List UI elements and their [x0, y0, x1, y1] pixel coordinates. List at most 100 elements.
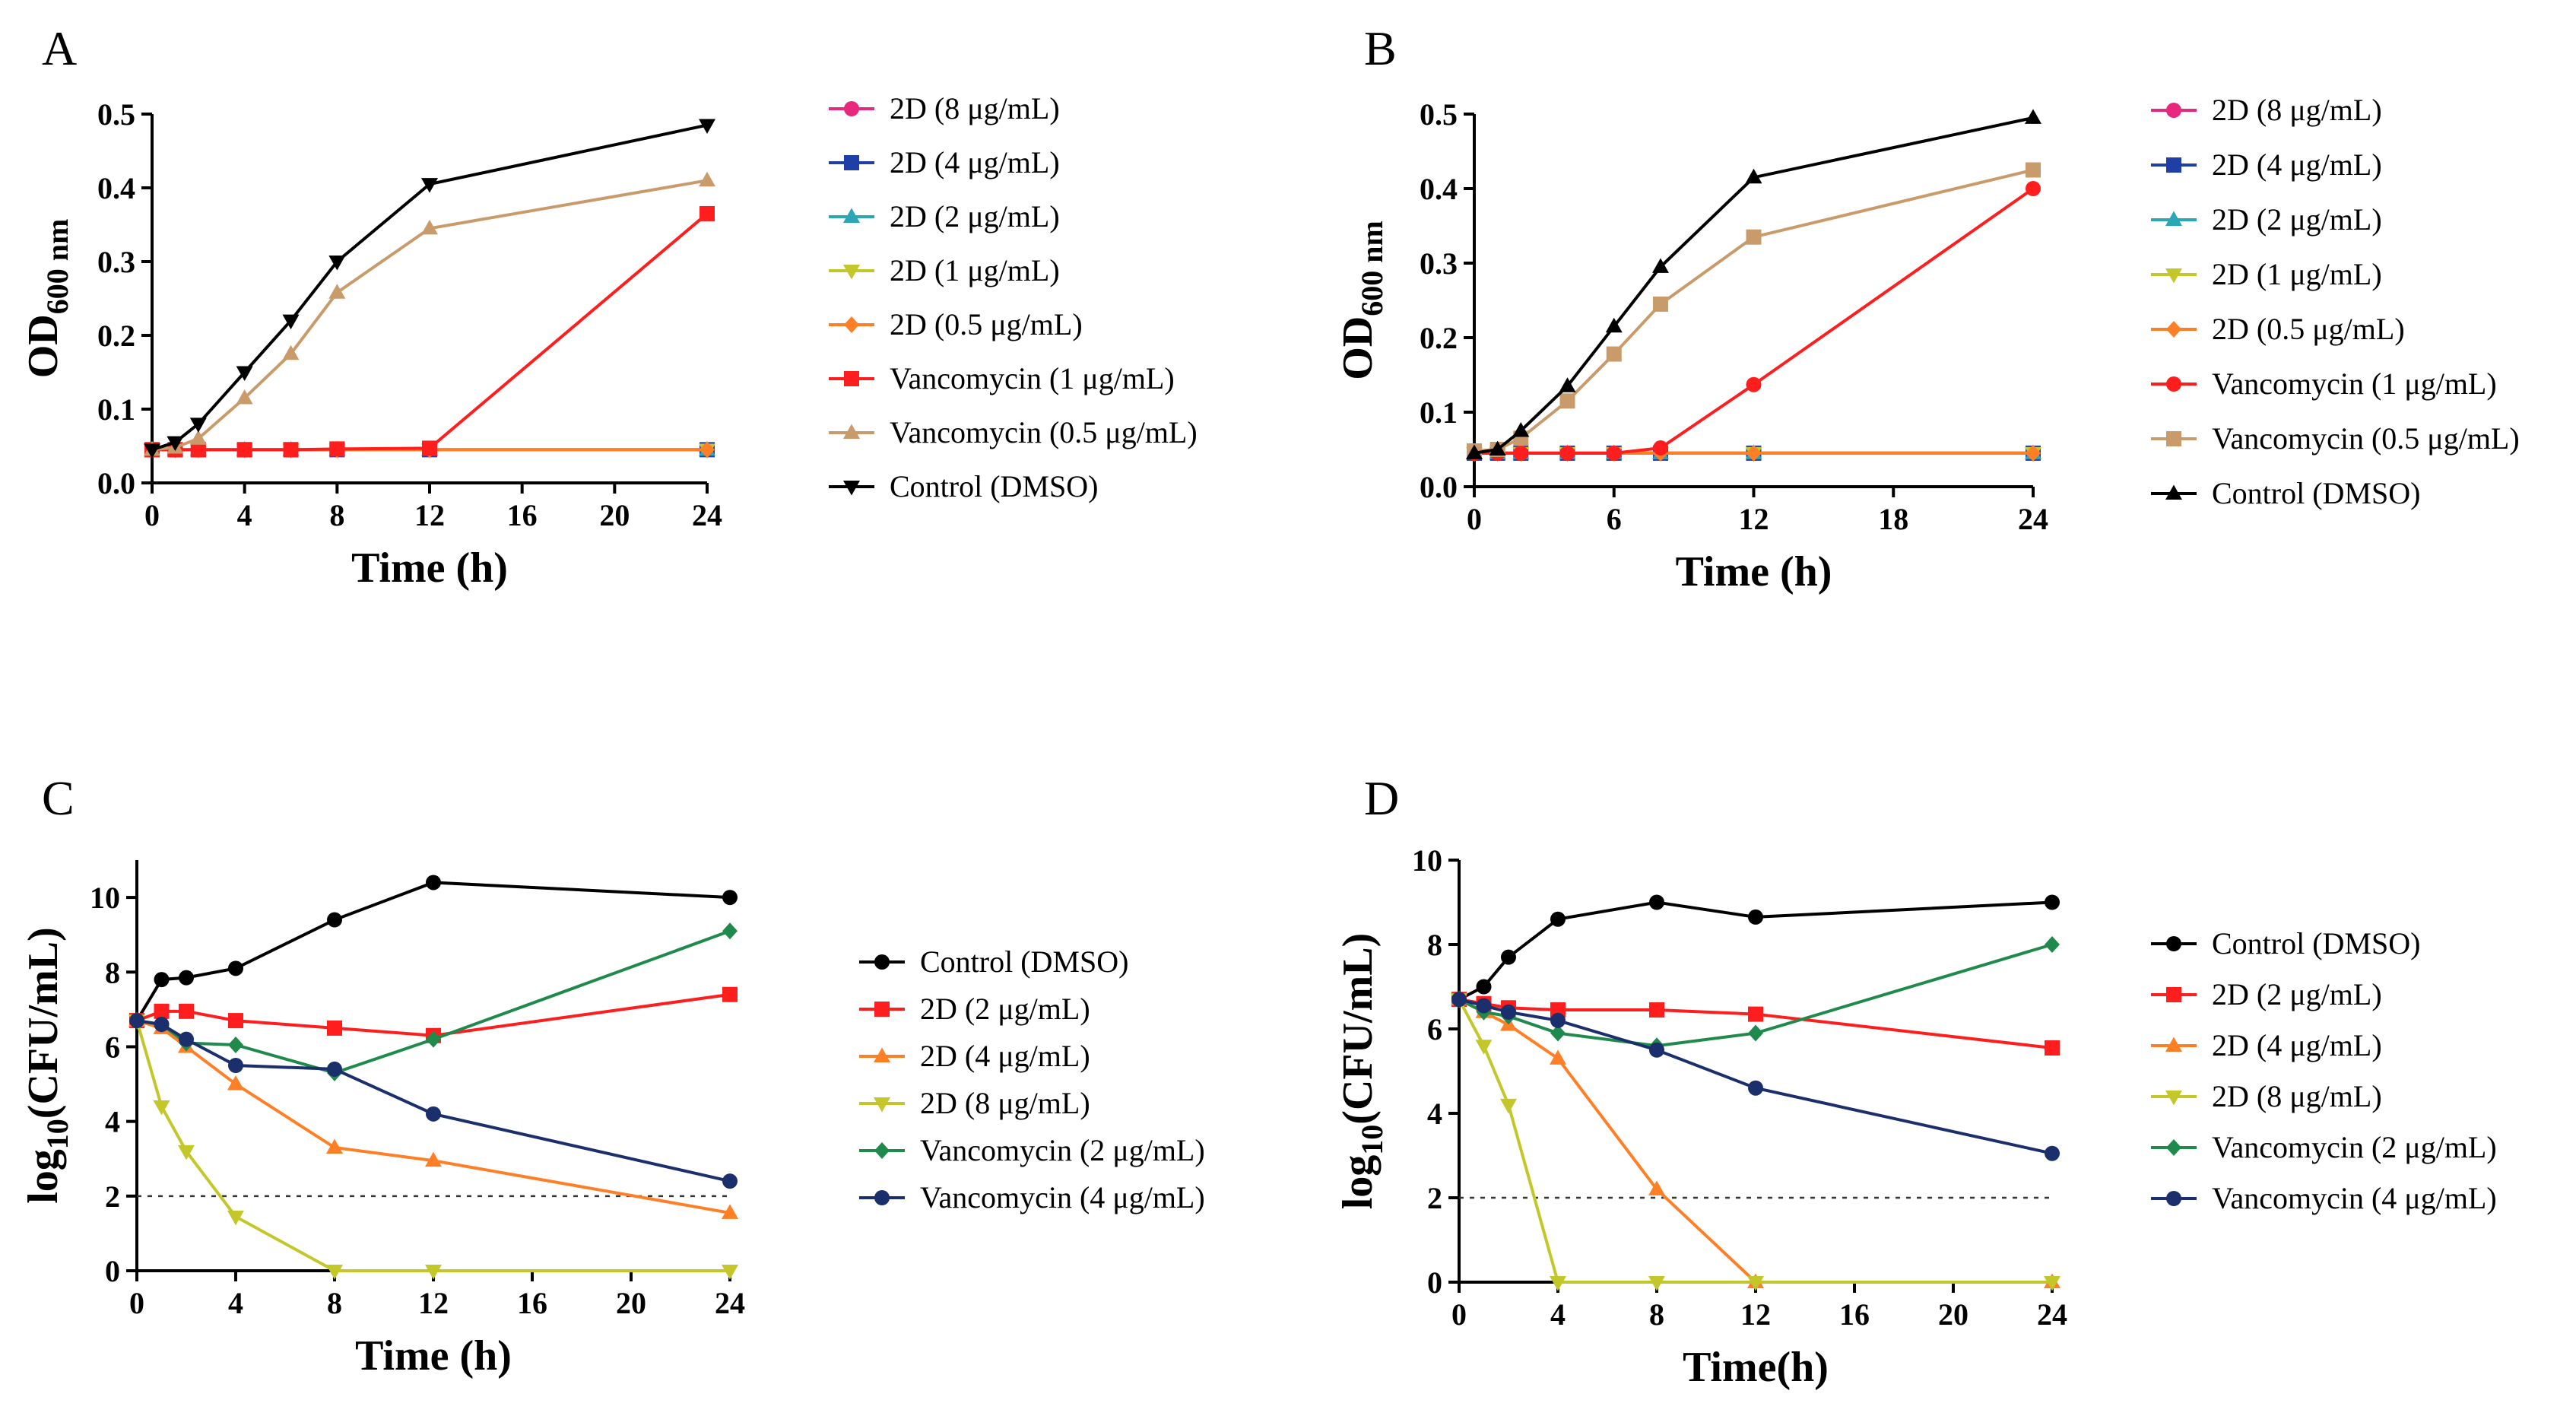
legend-marker	[844, 101, 859, 116]
legend-marker	[2166, 431, 2181, 446]
x-tick-label: 0	[129, 1286, 144, 1320]
legend-label: Control (DMSO)	[920, 945, 1128, 979]
legend-marker	[874, 1142, 890, 1159]
data-point	[1466, 444, 1483, 459]
y-tick-label: 4	[1427, 1097, 1442, 1131]
data-point	[328, 256, 346, 271]
data-point	[2026, 181, 2041, 196]
legend-label: Control (DMSO)	[2212, 926, 2420, 960]
legend-marker	[2165, 1037, 2182, 1052]
legend-marker	[2165, 268, 2182, 284]
legend-label: 2D (4 μg/mL)	[920, 1039, 1090, 1073]
data-point	[282, 344, 300, 360]
data-point	[1745, 168, 1762, 184]
data-point	[1476, 979, 1492, 995]
data-point	[425, 1265, 442, 1280]
series-line	[135, 1020, 730, 1272]
y-axis-title-main: OD	[1334, 316, 1382, 380]
y-axis-title: OD600 nm	[20, 219, 75, 379]
data-point	[1648, 1276, 1665, 1291]
legend-label: 2D (1 μg/mL)	[890, 253, 1060, 287]
data-point	[422, 440, 437, 456]
data-point	[227, 1075, 244, 1091]
data-point	[283, 442, 299, 458]
x-axis-title: Time (h)	[355, 1332, 512, 1379]
data-point	[1606, 346, 1622, 362]
x-tick-label: 0	[1467, 502, 1482, 536]
data-point	[326, 1138, 343, 1154]
data-point	[699, 119, 715, 135]
x-tick-label: 8	[327, 1286, 342, 1320]
data-point	[2045, 1040, 2060, 1056]
y-tick-label: 8	[105, 955, 120, 989]
y-axis-title-main: log	[20, 1149, 67, 1204]
y-axis-title-main: OD	[20, 314, 67, 378]
data-point	[327, 1061, 342, 1077]
y-axis-title-sub: 10	[40, 1119, 75, 1149]
data-point	[1748, 1024, 1763, 1042]
data-point	[426, 875, 441, 891]
x-tick-label: 20	[616, 1286, 646, 1320]
data-point	[1746, 444, 1762, 462]
data-point	[1500, 1098, 1517, 1114]
panel-A: A 0 4 8 12 16 20 24 0.0 0.1 0.2 0.3 0.4 0.5 Time (h) O…	[20, 21, 1198, 592]
data-point	[1648, 1180, 1665, 1195]
legend-label: Vancomycin (1 μg/mL)	[2212, 367, 2497, 401]
x-tick-label: 24	[2018, 502, 2048, 536]
data-point	[1748, 1080, 1763, 1096]
y-axis-title-sub: 600 nm	[40, 219, 75, 315]
x-tick-label: 24	[2037, 1297, 2067, 1332]
legend-marker	[844, 155, 859, 170]
x-tick-label: 18	[1878, 502, 1908, 536]
data-point	[144, 443, 160, 459]
legend-label: 2D (8 μg/mL)	[2212, 1079, 2382, 1113]
data-point	[228, 1037, 243, 1053]
legend-label: Vancomycin (0.5 μg/mL)	[890, 415, 1198, 449]
data-point	[179, 970, 194, 986]
y-axis-title-tail: (CFU/mL)	[20, 927, 67, 1119]
legend-label: 2D (2 μg/mL)	[920, 992, 1090, 1026]
legend-marker	[874, 954, 890, 970]
y-axis-title: log10(CFU/mL)	[1334, 933, 1389, 1210]
x-tick-label: 4	[1550, 1297, 1566, 1332]
data-point	[2044, 1276, 2060, 1291]
legend-marker	[2165, 484, 2182, 500]
legend-label: 2D (1 μg/mL)	[2212, 257, 2382, 291]
y-tick-label: 0.5	[1420, 97, 1458, 132]
panel-label: B	[1364, 21, 1397, 75]
series-line	[135, 881, 731, 1022]
data-point	[327, 912, 342, 928]
y-tick-label: 8	[1427, 928, 1442, 962]
data-point	[329, 441, 345, 457]
data-point	[1649, 1042, 1664, 1058]
legend-marker	[2166, 376, 2181, 392]
series-line	[1458, 999, 2052, 1284]
legend-marker	[2166, 157, 2181, 173]
data-point	[282, 314, 300, 330]
series-line	[151, 123, 708, 452]
x-tick-label: 24	[692, 498, 722, 532]
y-tick-label: 0.4	[97, 171, 135, 205]
legend-marker	[874, 1097, 890, 1113]
legend-marker	[843, 265, 860, 280]
data-point	[236, 366, 253, 381]
data-point	[722, 1173, 738, 1189]
data-point	[179, 1003, 194, 1019]
data-point	[236, 389, 253, 405]
data-point	[1550, 1002, 1566, 1018]
data-point	[1653, 440, 1668, 456]
y-axis-title: OD600 nm	[1334, 221, 1389, 380]
data-point	[1746, 376, 1762, 392]
legend-marker	[2166, 936, 2181, 951]
data-point	[722, 890, 738, 906]
data-point	[699, 171, 715, 187]
legend-marker	[2165, 211, 2182, 226]
legend-label: 2D (4 μg/mL)	[2212, 148, 2382, 182]
y-tick-label: 0.0	[1420, 470, 1458, 504]
data-point	[1501, 949, 1516, 965]
y-tick-label: 0.1	[1420, 395, 1458, 430]
data-point	[722, 1204, 738, 1219]
x-tick-label: 6	[1607, 502, 1622, 536]
x-tick-label: 8	[329, 498, 344, 532]
